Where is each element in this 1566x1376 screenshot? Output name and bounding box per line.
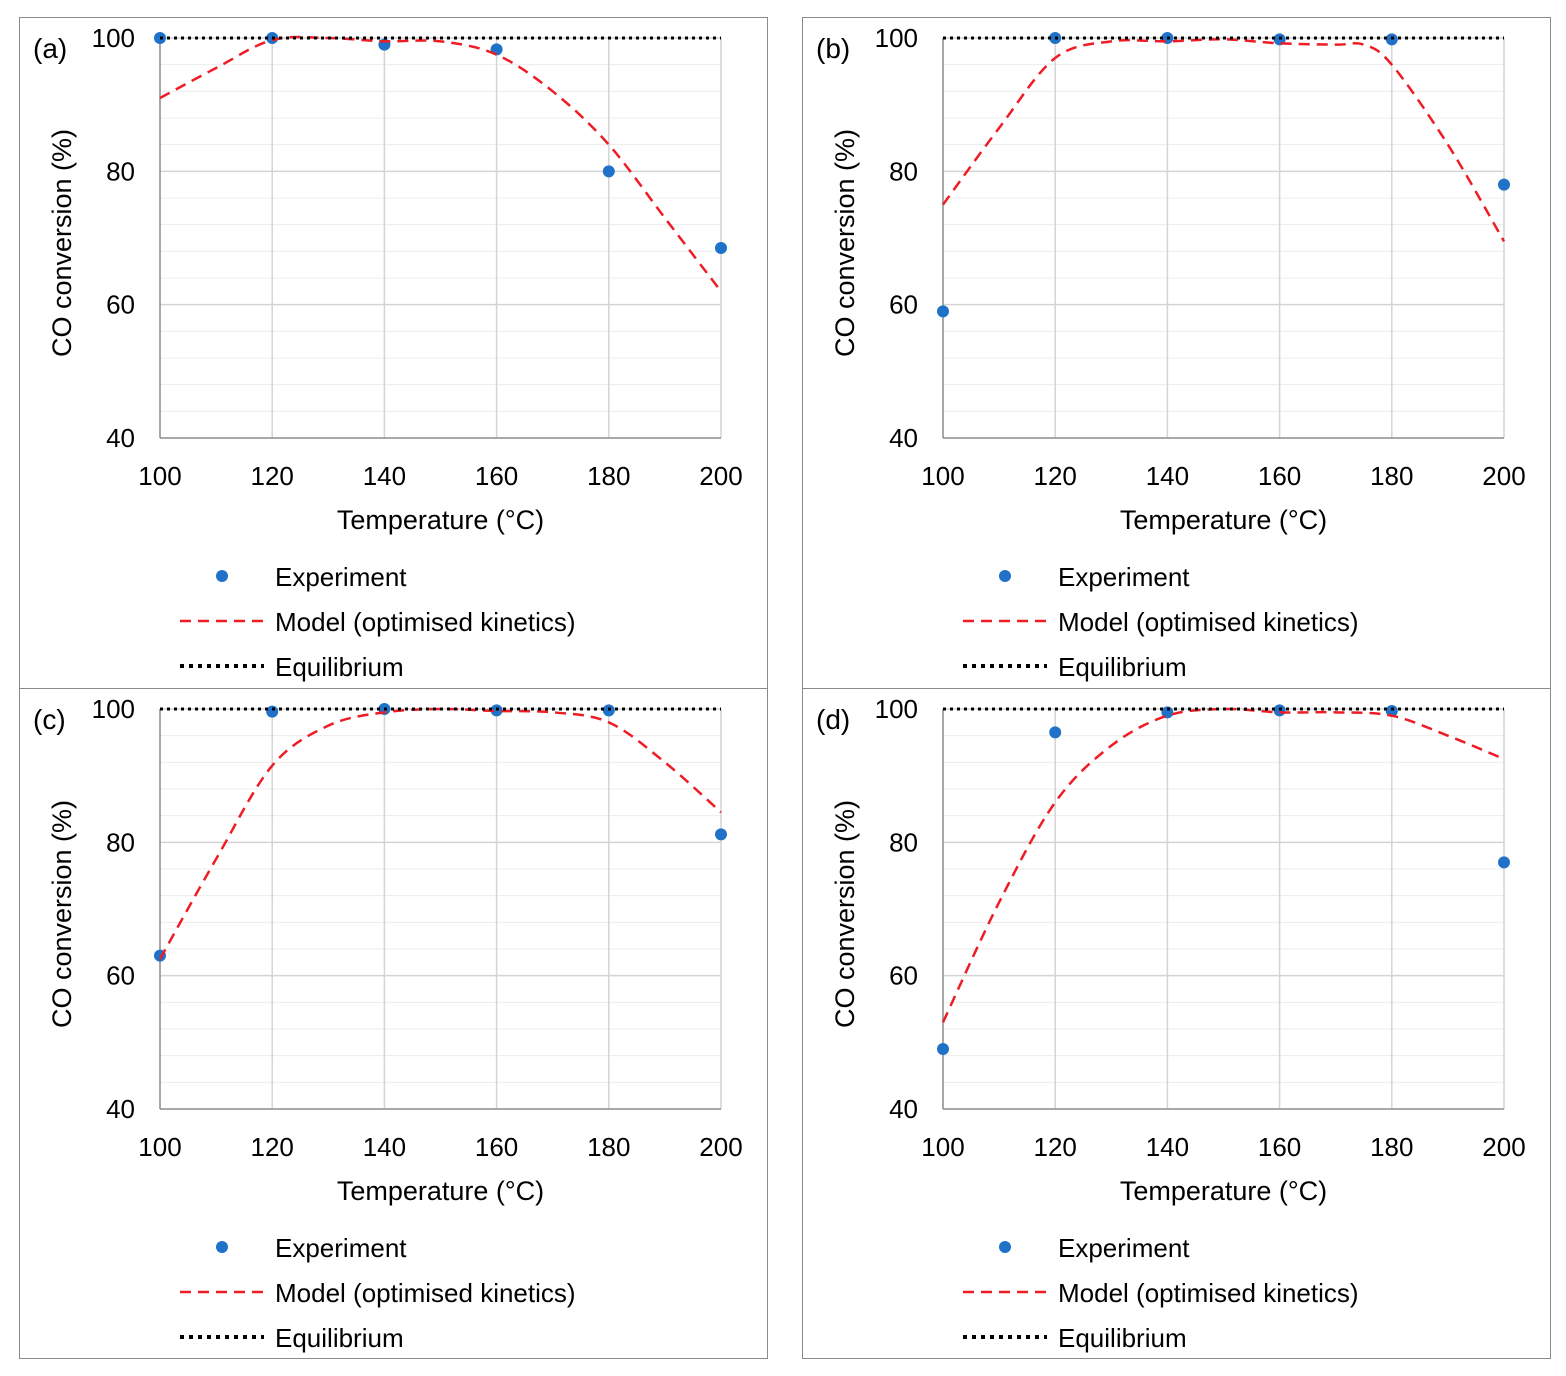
x-tick-label: 160 bbox=[1258, 461, 1301, 491]
x-tick-label: 120 bbox=[251, 461, 294, 491]
x-axis-title: Temperature (°C) bbox=[1120, 1176, 1327, 1206]
legend-label: Experiment bbox=[275, 1233, 407, 1263]
experiment-point bbox=[937, 305, 949, 318]
legend-label: Equilibrium bbox=[275, 652, 404, 682]
legend-label: Model (optimised kinetics) bbox=[1058, 607, 1359, 637]
x-tick-label: 100 bbox=[138, 461, 181, 491]
x-tick-label: 140 bbox=[1146, 461, 1189, 491]
legend-label: Equilibrium bbox=[275, 1323, 404, 1353]
x-tick-label: 200 bbox=[699, 461, 742, 491]
y-axis-title: CO conversion (%) bbox=[47, 800, 77, 1028]
y-tick-label: 40 bbox=[106, 1094, 135, 1124]
y-tick-label: 100 bbox=[875, 694, 918, 724]
x-tick-label: 100 bbox=[921, 1132, 964, 1162]
legend-experiment-icon bbox=[216, 1241, 228, 1253]
experiment-point bbox=[715, 242, 727, 254]
legend-label: Experiment bbox=[275, 562, 407, 592]
y-tick-label: 60 bbox=[106, 961, 135, 991]
experiment-point bbox=[1161, 706, 1174, 719]
legend-label: Model (optimised kinetics) bbox=[1058, 1278, 1359, 1308]
y-tick-label: 80 bbox=[889, 827, 918, 857]
x-axis-title: Temperature (°C) bbox=[337, 505, 544, 535]
legend-experiment-icon bbox=[999, 570, 1011, 582]
y-tick-label: 40 bbox=[889, 1094, 918, 1124]
panel-label: (b) bbox=[816, 33, 850, 64]
x-tick-label: 160 bbox=[475, 1132, 518, 1162]
x-tick-label: 180 bbox=[1370, 461, 1413, 491]
y-tick-label: 60 bbox=[889, 961, 918, 991]
legend-label: Equilibrium bbox=[1058, 652, 1187, 682]
y-tick-label: 40 bbox=[889, 423, 918, 453]
x-tick-label: 100 bbox=[921, 461, 964, 491]
chart-svg-c: 40 60 80 100 100 120 140 160 180 200 Temperature (… bbox=[33, 694, 743, 1353]
x-tick-label: 140 bbox=[1146, 1132, 1189, 1162]
experiment-point bbox=[1498, 856, 1510, 869]
x-tick-label: 140 bbox=[363, 1132, 406, 1162]
legend-label: Model (optimised kinetics) bbox=[275, 1278, 576, 1308]
x-tick-label: 120 bbox=[251, 1132, 294, 1162]
model-line bbox=[158, 707, 722, 960]
model-line bbox=[941, 38, 1506, 242]
legend-label: Experiment bbox=[1058, 1233, 1190, 1263]
experiment-point bbox=[1498, 178, 1510, 191]
x-tick-label: 200 bbox=[1482, 1132, 1525, 1162]
y-tick-label: 100 bbox=[875, 23, 918, 53]
y-tick-label: 60 bbox=[889, 290, 918, 320]
chart-svg-b: 40 60 80 100 100 120 140 160 180 200 Temperature (… bbox=[816, 23, 1526, 682]
y-axis-title: CO conversion (%) bbox=[830, 129, 860, 357]
chart-panel-b: 40 60 80 100 100 120 140 160 180 200 Temperature (… bbox=[802, 17, 1551, 689]
x-tick-label: 180 bbox=[587, 461, 630, 491]
legend-label: Experiment bbox=[1058, 562, 1190, 592]
model-line bbox=[159, 35, 722, 293]
x-tick-label: 160 bbox=[475, 461, 518, 491]
panel-label: (d) bbox=[816, 704, 850, 735]
chart-panel-a: 40 60 80 100 100 120 140 160 180 200 Temperature (… bbox=[19, 17, 768, 689]
experiment-point bbox=[266, 705, 279, 718]
y-tick-label: 100 bbox=[92, 694, 135, 724]
x-tick-label: 100 bbox=[138, 1132, 181, 1162]
x-tick-label: 200 bbox=[1482, 461, 1525, 491]
x-tick-label: 140 bbox=[363, 461, 406, 491]
x-tick-label: 160 bbox=[1258, 1132, 1301, 1162]
y-tick-label: 80 bbox=[106, 827, 135, 857]
x-tick-label: 180 bbox=[587, 1132, 630, 1162]
legend-experiment-icon bbox=[999, 1241, 1011, 1253]
legend-experiment-icon bbox=[216, 570, 228, 582]
panel-label: (a) bbox=[33, 33, 67, 64]
x-tick-label: 120 bbox=[1034, 1132, 1077, 1162]
y-tick-label: 100 bbox=[92, 23, 135, 53]
chart-panel-c: 40 60 80 100 100 120 140 160 180 200 Temperature (… bbox=[19, 688, 768, 1359]
experiment-point bbox=[1049, 726, 1062, 739]
y-tick-label: 40 bbox=[106, 423, 135, 453]
model-line bbox=[941, 707, 1505, 1023]
y-tick-label: 60 bbox=[106, 290, 135, 320]
chart-panel-d: 40 60 80 100 100 120 140 160 180 200 Temperature (… bbox=[802, 688, 1551, 1359]
experiment-point bbox=[602, 165, 615, 178]
x-tick-label: 200 bbox=[699, 1132, 742, 1162]
legend-label: Equilibrium bbox=[1058, 1323, 1187, 1353]
x-axis-title: Temperature (°C) bbox=[1120, 505, 1327, 535]
x-tick-label: 180 bbox=[1370, 1132, 1413, 1162]
y-tick-label: 80 bbox=[889, 156, 918, 186]
y-axis-title: CO conversion (%) bbox=[830, 800, 860, 1028]
chart-svg-d: 40 60 80 100 100 120 140 160 180 200 Temperature (… bbox=[816, 694, 1526, 1353]
x-tick-label: 120 bbox=[1034, 461, 1077, 491]
y-tick-label: 80 bbox=[106, 156, 135, 186]
panel-label: (c) bbox=[33, 704, 66, 735]
legend-label: Model (optimised kinetics) bbox=[275, 607, 576, 637]
experiment-point bbox=[937, 1043, 949, 1055]
x-axis-title: Temperature (°C) bbox=[337, 1176, 544, 1206]
chart-svg-a: 40 60 80 100 100 120 140 160 180 200 Temperature (… bbox=[33, 23, 743, 682]
y-axis-title: CO conversion (%) bbox=[47, 129, 77, 357]
experiment-point bbox=[715, 828, 727, 841]
